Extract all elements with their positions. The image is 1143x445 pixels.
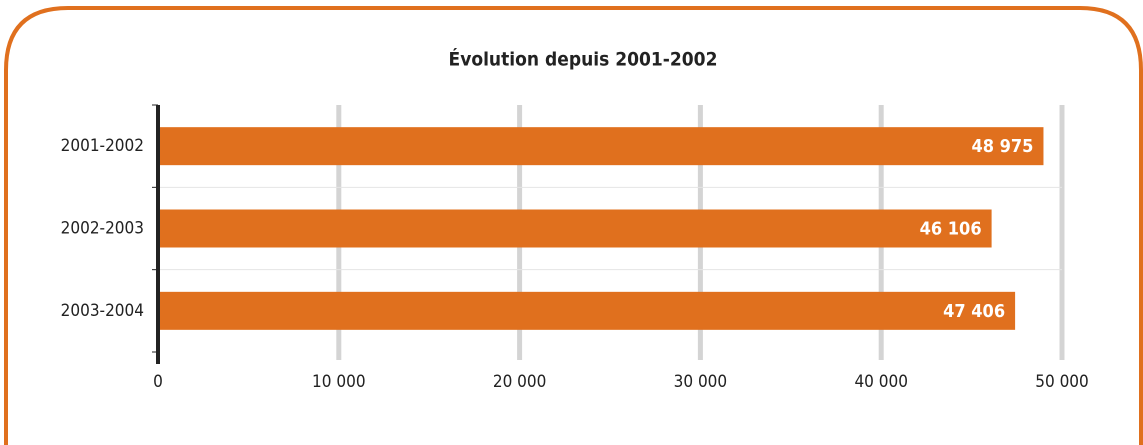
y-tick-label: 2003-2004 bbox=[61, 301, 144, 321]
chart-title: Évolution depuis 2001-2002 bbox=[449, 48, 718, 71]
y-tick-label: 2002-2003 bbox=[61, 219, 144, 239]
x-tick-label: 0 bbox=[153, 372, 163, 392]
frame bbox=[4, 6, 1143, 445]
y-tick-label: 2001-2002 bbox=[61, 136, 144, 156]
x-tick-label: 20 000 bbox=[493, 372, 547, 392]
bar bbox=[158, 127, 1044, 166]
value-label: 47 406 bbox=[943, 301, 1005, 322]
bar bbox=[158, 209, 992, 248]
x-tick-label: 10 000 bbox=[312, 372, 366, 392]
x-tick-label: 50 000 bbox=[1035, 372, 1089, 392]
bar bbox=[158, 291, 1016, 330]
x-tick-label: 30 000 bbox=[674, 372, 728, 392]
value-label: 46 106 bbox=[920, 219, 982, 240]
x-tick-label: 40 000 bbox=[854, 372, 908, 392]
value-label: 48 975 bbox=[971, 136, 1033, 157]
